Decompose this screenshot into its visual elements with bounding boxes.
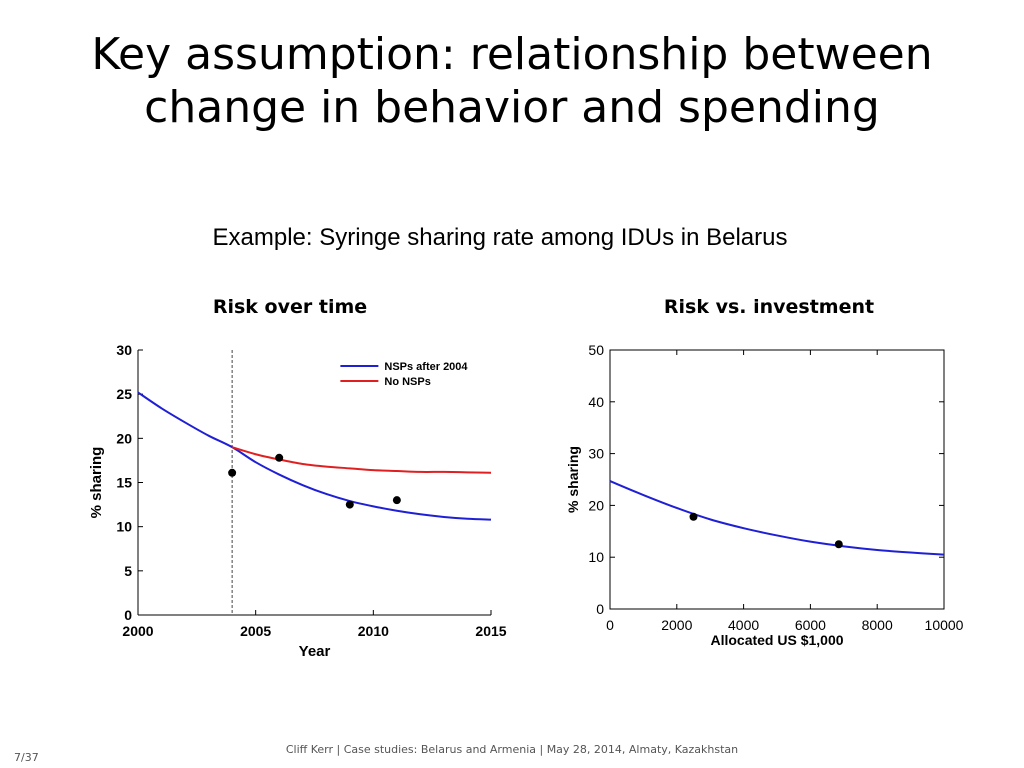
y-tick-label: 30: [588, 446, 604, 462]
data-point: [228, 468, 237, 477]
x-tick-label: 2000: [661, 617, 692, 633]
slide-title: Key assumption: relationship between cha…: [0, 28, 1024, 134]
data-point: [834, 540, 843, 549]
x-axis-label: Year: [299, 643, 331, 660]
series-line-no-nsps: [231, 446, 492, 474]
y-tick-label: 25: [116, 386, 132, 402]
y-tick-label: 5: [124, 563, 132, 579]
y-tick-label: 20: [116, 430, 132, 446]
y-tick-label: 10: [116, 519, 132, 535]
series-line-0: [609, 480, 945, 556]
y-tick-label: 10: [588, 549, 604, 565]
x-tick-label: 2010: [358, 623, 389, 639]
series-line-nsps-after-2004: [137, 391, 492, 521]
x-tick-label: 2000: [122, 623, 153, 639]
y-axis-label: % sharing: [565, 446, 581, 513]
slide-title-line1: Key assumption: relationship between: [91, 29, 933, 80]
y-tick-label: 50: [588, 342, 604, 358]
x-tick-label: 6000: [795, 617, 826, 633]
x-tick-label: 8000: [862, 617, 893, 633]
legend-label: NSPs after 2004: [384, 361, 468, 373]
legend-label: No NSPs: [384, 376, 430, 388]
data-point: [275, 453, 284, 462]
data-point: [392, 496, 401, 505]
data-point: [345, 500, 354, 509]
slide-title-line2: change in behavior and spending: [144, 82, 880, 133]
x-tick-label: 4000: [728, 617, 759, 633]
x-axis-label: Allocated US $1,000: [710, 632, 843, 648]
data-point: [689, 512, 698, 521]
y-tick-label: 40: [588, 394, 604, 410]
chart-right-title: Risk vs. investment: [663, 296, 875, 318]
chart-risk-vs-investment: 0 10 20 30 40 50 0 2000 4000 6000 8000 10000 Allocat…: [565, 342, 964, 648]
x-tick-label: 2005: [240, 623, 271, 639]
y-tick-label: 30: [116, 342, 132, 358]
slide-subtitle: Example: Syringe sharing rate among IDUs…: [212, 224, 788, 251]
y-tick-label: 20: [588, 497, 604, 513]
y-tick-label: 0: [596, 601, 604, 617]
x-tick-label: 0: [606, 617, 614, 633]
chart-left-title: Risk over time: [212, 296, 368, 318]
y-tick-label: 15: [116, 475, 132, 491]
slide-footer: Cliff Kerr | Case studies: Belarus and A…: [285, 743, 739, 756]
page-number: 7/37: [14, 751, 39, 764]
y-tick-label: 0: [124, 607, 132, 623]
x-tick-label: 10000: [925, 617, 964, 633]
x-tick-label: 2015: [475, 623, 506, 639]
plot-frame: [609, 349, 945, 610]
y-axis-label: % sharing: [88, 447, 105, 519]
chart-risk-over-time: 0 5 10 15 20 25 30 2000 2005 2010 2015 Year % sharin…: [88, 342, 507, 660]
